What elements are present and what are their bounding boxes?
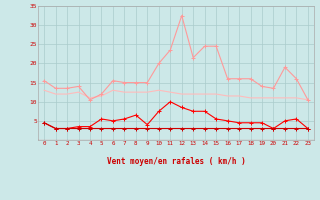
X-axis label: Vent moyen/en rafales ( km/h ): Vent moyen/en rafales ( km/h ) xyxy=(107,157,245,166)
